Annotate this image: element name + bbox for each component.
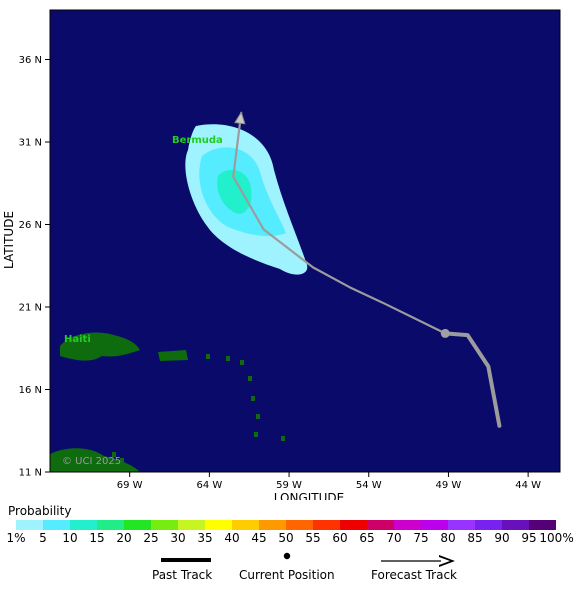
legend-swatch — [448, 520, 475, 530]
forecast-track-line — [232, 112, 446, 335]
island — [256, 414, 260, 419]
land-masses — [50, 332, 285, 472]
past-track-line — [443, 331, 502, 428]
legend-swatch — [97, 520, 124, 530]
x-tick-label: 69 W — [117, 480, 143, 491]
x-tick-label: 44 W — [515, 480, 541, 491]
legend-swatch — [367, 520, 394, 530]
legend-tick-label: 90 — [494, 531, 510, 545]
legend-tick-label: 25 — [143, 531, 159, 545]
x-tick-label: 49 W — [436, 480, 462, 491]
legend-tick-label: 60 — [332, 531, 348, 545]
legend-swatch — [205, 520, 232, 530]
legend-tick-label: 45 — [251, 531, 267, 545]
legend-swatch — [16, 520, 43, 530]
legend-swatch — [124, 520, 151, 530]
y-tick-label: 11 N — [19, 468, 42, 479]
probability-tick-labels: 1% 5 10 15 20 25 30 35 40 45 50 55 60 65 70 75 80 85 90 95 1… — [0, 531, 580, 545]
legend-swatch — [394, 520, 421, 530]
copyright-text: © UCI 2025 — [62, 456, 121, 467]
current-position-key-label: Current Position — [239, 568, 335, 582]
land-mass — [158, 350, 188, 361]
legend-swatch — [151, 520, 178, 530]
y-axis-title: LATITUDE — [2, 211, 16, 269]
y-tick-label: 31 N — [19, 138, 42, 149]
legend-swatch — [421, 520, 448, 530]
storm-track — [232, 111, 502, 428]
map-ocean — [50, 10, 560, 472]
y-tick-label: 36 N — [19, 55, 42, 66]
legend-tick-label: 35 — [197, 531, 213, 545]
land-mass — [60, 332, 140, 361]
legend-tick-label: 95 — [521, 531, 537, 545]
current-position-key-icon — [283, 552, 291, 560]
y-tick-label: 21 N — [19, 303, 42, 314]
legend-swatch — [70, 520, 97, 530]
island — [206, 354, 210, 359]
island — [240, 360, 244, 365]
map-figure: Bermuda Haiti © UCI 2025 69 W 64 W 59 W 54 … — [2, 9, 561, 500]
legend-tick-label: 1% — [6, 531, 26, 545]
legend-swatch — [313, 520, 340, 530]
current-position-marker — [440, 328, 450, 338]
legend-tick-label: 5 — [39, 531, 47, 545]
legend-swatch — [529, 520, 556, 530]
legend-tick-label: 20 — [116, 531, 132, 545]
island — [120, 458, 124, 463]
legend-swatch — [178, 520, 205, 530]
x-tick-label: 64 W — [196, 480, 222, 491]
island — [281, 436, 285, 441]
island — [248, 376, 252, 381]
legend-swatch — [286, 520, 313, 530]
legend-tick-label: 40 — [224, 531, 240, 545]
forecast-track-key-icon — [381, 555, 455, 567]
legend-tick-label: 65 — [359, 531, 375, 545]
y-tick-label: 26 N — [19, 220, 42, 231]
legend-swatch — [259, 520, 286, 530]
legend-tick-label: 80 — [440, 531, 456, 545]
legend-tick-label: 30 — [170, 531, 186, 545]
x-tick-label: 54 W — [356, 480, 382, 491]
probability-area-10pct — [217, 169, 252, 214]
probability-color-bar — [16, 520, 556, 530]
x-axis-title: LONGITUDE — [274, 491, 344, 500]
island — [251, 396, 255, 401]
x-tick-label: 59 W — [276, 480, 302, 491]
legend-swatch — [475, 520, 502, 530]
legend-tick-label: 10 — [62, 531, 78, 545]
legend-swatch — [232, 520, 259, 530]
legend-swatch — [340, 520, 367, 530]
island — [112, 452, 116, 457]
legend-tick-label: 50 — [278, 531, 294, 545]
legend-tick-label: 100% — [539, 531, 574, 545]
forecast-arrowhead — [234, 111, 246, 125]
past-track-key-label: Past Track — [152, 568, 213, 582]
haiti-label: Haiti — [64, 334, 91, 345]
bermuda-label: Bermuda — [172, 135, 223, 146]
island — [254, 432, 258, 437]
legend-swatch — [43, 520, 70, 530]
map-axes: 69 W 64 W 59 W 54 W 49 W 44 W 36 N 31 N 26 N 21 N… — [19, 55, 542, 491]
legend-tick-label: 70 — [386, 531, 402, 545]
legend-title: Probability — [8, 504, 72, 518]
legend-swatch — [502, 520, 529, 530]
y-tick-label: 16 N — [19, 385, 42, 396]
legend-tick-label: 85 — [467, 531, 483, 545]
map-frame — [49, 9, 561, 473]
legend-tick-label: 75 — [413, 531, 429, 545]
forecast-track-key-label: Forecast Track — [371, 568, 457, 582]
legend-tick-label: 55 — [305, 531, 321, 545]
past-track-key-icon — [161, 558, 211, 562]
legend-tick-label: 15 — [89, 531, 105, 545]
land-mass — [50, 448, 140, 472]
island — [226, 356, 230, 361]
